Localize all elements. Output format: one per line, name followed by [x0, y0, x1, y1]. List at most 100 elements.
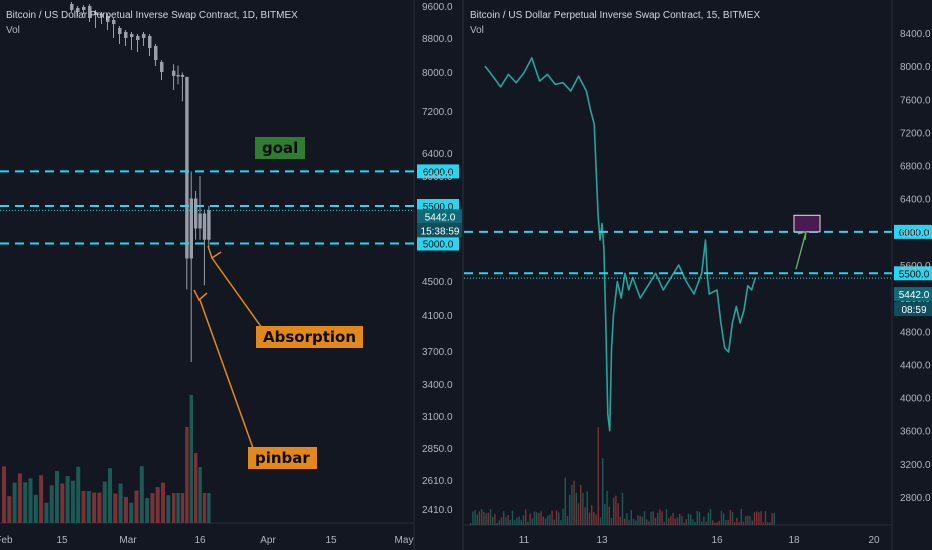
- right-volume-bar: [529, 513, 531, 525]
- right-volume-bar: [580, 484, 582, 525]
- right-x-tick-label: 20: [868, 535, 880, 546]
- left-candle-body: [154, 46, 158, 60]
- left-volume-bar: [145, 498, 150, 523]
- left-x-tick-label: 15: [325, 535, 337, 546]
- right-y-tick-label: 2800.0: [900, 493, 931, 504]
- right-y-tick-label: 8000.0: [900, 62, 931, 73]
- left-volume-bar: [70, 480, 75, 523]
- right-y-tick-label: 7600.0: [900, 95, 931, 106]
- left-volume-bar: [176, 493, 180, 523]
- right-volume-bar: [478, 511, 481, 525]
- left-volume-bar: [108, 468, 112, 523]
- left-chart-pane[interactable]: 6000.0 5500.0 5000.0 9600.0 8800.0 8000.0 7200…: [0, 0, 462, 550]
- pinbar-arrow: [199, 299, 254, 449]
- left-y-tick-label: 2850.0: [422, 444, 453, 455]
- right-volume-bar: [604, 503, 606, 525]
- right-volume-bar: [692, 519, 694, 525]
- left-volume-bar: [55, 471, 59, 523]
- right-volume-bar: [586, 491, 588, 525]
- right-volume-bar: [687, 513, 690, 525]
- left-candle-body: [160, 62, 164, 72]
- right-volume-bar: [663, 522, 665, 525]
- right-volume-bar: [685, 519, 687, 525]
- right-volume-bar: [522, 515, 525, 525]
- right-volume-bar: [745, 516, 747, 525]
- left-volume-bar: [207, 493, 211, 523]
- right-volume-bar: [505, 517, 507, 525]
- left-x-tick-label: Apr: [260, 535, 276, 546]
- left-x-tick-label: 16: [194, 535, 206, 546]
- right-volume-bar: [606, 490, 608, 525]
- target-arrow: [795, 231, 807, 270]
- left-chart-canvas[interactable]: 6000.0 5500.0 5000.0 9600.0 8800.0 8000.0 7200…: [0, 0, 462, 550]
- right-volume-bar: [470, 522, 472, 525]
- left-volume-bar: [189, 395, 193, 523]
- left-chart-title: Bitcoin / US Dollar Perpetual Inverse Sw…: [6, 10, 298, 21]
- left-volume-bar: [86, 491, 91, 523]
- right-volume-bar: [714, 522, 716, 525]
- right-countdown-tag: [894, 302, 932, 317]
- target-arrowhead: [797, 230, 807, 240]
- right-volume-bar: [547, 515, 549, 525]
- absorption-arrowhead: [207, 245, 222, 260]
- left-volume-bar: [161, 482, 165, 523]
- left-volume-bar: [97, 492, 102, 523]
- right-volume-bar: [474, 510, 476, 525]
- right-volume-bar: [595, 514, 597, 525]
- right-volume-bar: [657, 513, 659, 525]
- right-volume-bar: [560, 520, 562, 525]
- right-y-tick-label: 6400.0: [900, 195, 931, 206]
- right-volume-bar: [487, 512, 489, 525]
- right-y-tick-label: 7200.0: [900, 128, 931, 139]
- right-volume-bar: [575, 492, 577, 525]
- right-volume-bar: [652, 511, 654, 525]
- absorption-annotation: Absorption: [256, 326, 364, 348]
- right-chart-pane[interactable]: 6000.0 5500.0 8400.0 8000.0 7600.0 7200.0 6800…: [464, 0, 932, 550]
- left-volume-bar: [202, 493, 207, 523]
- left-countdown-tag: [417, 223, 462, 238]
- right-volume-bar: [591, 505, 593, 525]
- right-volume-bar: [694, 522, 696, 525]
- left-y-tick-label: 3400.0: [422, 380, 453, 391]
- left-x-tick-label: May: [395, 535, 414, 546]
- pane-divider[interactable]: [462, 0, 464, 550]
- left-candle-body: [176, 74, 180, 77]
- right-volume-bar: [562, 508, 564, 525]
- right-volume-bar: [716, 522, 718, 525]
- right-volume-bar: [564, 477, 566, 525]
- left-volume-bar: [49, 485, 54, 523]
- left-candle-body: [189, 198, 193, 259]
- right-volume-bar: [696, 511, 698, 525]
- right-y-tick-label: 5600.0: [900, 261, 931, 272]
- left-volume-bar: [44, 502, 49, 523]
- right-volume-bar: [621, 493, 624, 525]
- right-volume-bar: [738, 522, 740, 525]
- right-volume-bar: [613, 497, 615, 525]
- right-volume-bar: [635, 520, 637, 525]
- right-volume-bar: [753, 512, 756, 525]
- left-candle-body: [76, 8, 80, 12]
- right-volume-bar: [626, 513, 628, 525]
- right-volume-bar: [681, 515, 683, 525]
- right-chart-canvas[interactable]: 6000.0 5500.0 8400.0 8000.0 7600.0 7200.0 6800…: [464, 0, 932, 550]
- left-volume-bar: [92, 492, 97, 523]
- left-volume-bar: [123, 496, 128, 523]
- left-x-tick-label: 15: [56, 535, 68, 546]
- left-y-tick-label: 8000.0: [422, 68, 453, 79]
- right-x-tick-label: 16: [711, 535, 723, 546]
- left-volume-bar: [172, 493, 176, 523]
- right-volume-bar: [767, 522, 769, 525]
- right-volume-bar: [643, 511, 646, 525]
- left-candle-body: [118, 28, 122, 34]
- left-volume-bar: [33, 494, 38, 523]
- right-volume-bar: [718, 520, 720, 525]
- left-level-tag: [417, 164, 459, 179]
- right-volume-bar: [703, 516, 705, 525]
- right-volume-bar: [637, 515, 639, 525]
- left-y-tick-label: 4100.0: [422, 311, 453, 322]
- right-volume-bar: [731, 512, 734, 525]
- right-volume-bar: [720, 510, 723, 525]
- right-volume-bar: [516, 517, 518, 525]
- right-volume-bar: [756, 511, 758, 525]
- left-candle-body: [88, 6, 92, 18]
